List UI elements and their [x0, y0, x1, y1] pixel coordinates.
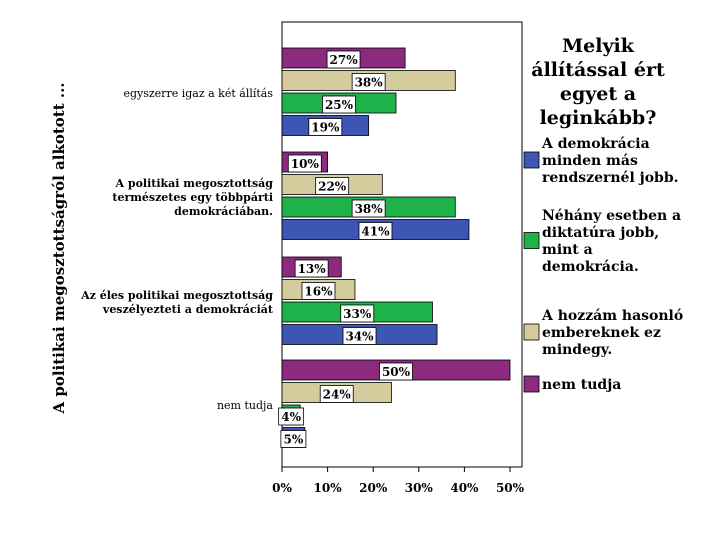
data-label-box: [340, 304, 375, 323]
data-label-box: [351, 73, 386, 91]
legend-swatch: [523, 323, 540, 341]
data-label: 50%: [382, 365, 411, 379]
data-label-box: [351, 199, 386, 218]
category-label: természetes egy többpárti: [112, 191, 273, 204]
data-label: 16%: [304, 285, 333, 299]
data-label-box: [358, 222, 393, 240]
category-label: demokráciában.: [174, 205, 273, 218]
data-label: 27%: [330, 53, 359, 67]
x-tick-label: 20%: [359, 481, 388, 495]
data-label: 4%: [281, 410, 301, 424]
category-label: nem tudja: [217, 399, 273, 412]
x-tick-label: 50%: [496, 481, 525, 495]
category-label: A politikai megosztottság: [115, 177, 274, 190]
data-label: 34%: [345, 330, 374, 344]
data-label-box: [315, 177, 350, 195]
legend-label: A hozzám hasonló: [541, 308, 683, 324]
data-label-box: [287, 154, 322, 173]
legend-swatch: [523, 375, 540, 393]
legend-label: Néhány esetben a: [542, 208, 681, 224]
data-label-box: [326, 50, 361, 69]
legend-label: diktatúra jobb,: [542, 225, 659, 241]
legend-label: embereknek ez: [542, 325, 661, 341]
data-label-box: [322, 95, 356, 114]
x-tick-label: 40%: [450, 481, 479, 495]
data-label: 38%: [355, 202, 384, 216]
legend-label: minden más: [542, 153, 638, 169]
chart-title: leginkább?: [540, 107, 657, 129]
legend-label: nem tudja: [542, 377, 621, 393]
data-label: 22%: [318, 180, 347, 194]
data-label: 33%: [343, 307, 372, 321]
legend-swatch: [523, 232, 540, 249]
data-label-box: [379, 362, 413, 381]
legend-label: mindegy.: [542, 342, 612, 358]
data-label: 10%: [291, 157, 320, 171]
data-label-box: [280, 430, 307, 448]
data-label: 19%: [311, 121, 340, 135]
legend-label: mint a: [542, 242, 593, 258]
data-label: 24%: [323, 388, 352, 402]
x-tick-label: 30%: [405, 481, 434, 495]
category-label: Az éles politikai megosztottság: [80, 289, 273, 302]
chart-title: állítással ért: [531, 59, 665, 81]
data-label: 25%: [325, 98, 354, 112]
legend-swatch: [523, 151, 540, 169]
legend-label: demokrácia.: [542, 259, 639, 275]
category-label: egyszerre igaz a két állítás: [123, 87, 273, 100]
category-label: veszélyezteti a demokráciát: [102, 303, 274, 316]
data-label-box: [294, 259, 329, 278]
data-label: 13%: [298, 262, 327, 276]
x-tick-label: 0%: [272, 481, 292, 495]
data-label-box: [278, 407, 305, 426]
data-label-box: [319, 385, 354, 403]
x-tick-label: 10%: [314, 481, 343, 495]
data-label-box: [301, 282, 336, 300]
y-axis-title: A politikai megosztottságról alkotott ..…: [50, 82, 68, 414]
data-label: 41%: [361, 225, 390, 239]
chart-title: Melyik: [562, 35, 635, 57]
data-label-box: [308, 118, 343, 136]
data-label-box: [342, 327, 377, 345]
chart-title: egyet a: [560, 83, 636, 105]
legend-label: A demokrácia: [541, 136, 650, 152]
data-label: 38%: [355, 76, 384, 90]
data-label: 5%: [284, 433, 304, 447]
legend-label: rendszernél jobb.: [542, 170, 679, 186]
